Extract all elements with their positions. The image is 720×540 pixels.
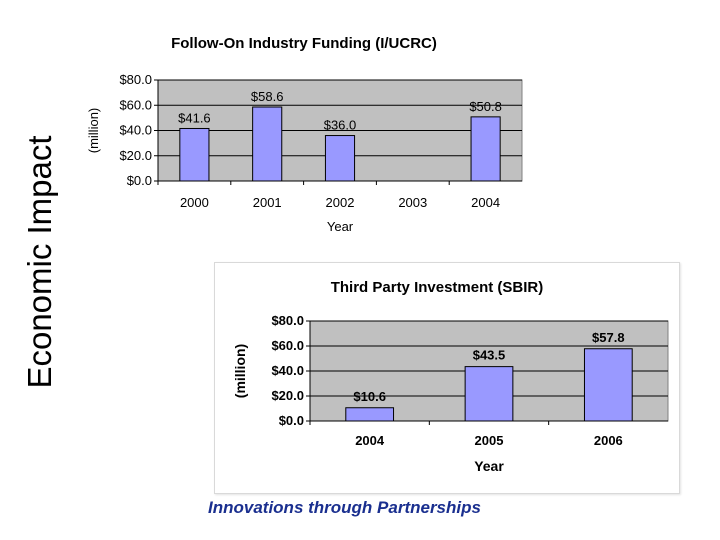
data-label: $50.8 <box>469 99 502 114</box>
x-tick-label: 2000 <box>180 195 209 210</box>
chart-title: Third Party Investment (SBIR) <box>331 279 544 296</box>
data-label: $41.6 <box>178 110 211 125</box>
slide-title: Economic Impact <box>21 135 58 389</box>
bar <box>252 106 283 182</box>
data-label: $57.8 <box>592 330 625 345</box>
x-tick-label: 2002 <box>326 195 355 210</box>
y-tick-label: $40.0 <box>271 363 304 378</box>
x-tick-label: 2006 <box>594 433 623 448</box>
x-tick-label: 2001 <box>253 195 282 210</box>
slide-title-region: Economic Impact <box>0 0 80 440</box>
bar <box>470 116 501 182</box>
follow-on-funding-chart-svg: Follow-On Industry Funding (I/UCRC) $0.0 $… <box>86 35 523 234</box>
y-axis-title: (million) <box>232 344 248 398</box>
chart-title: Follow-On Industry Funding (I/UCRC) <box>171 35 437 52</box>
bar <box>345 407 395 422</box>
third-party-investment-chart-svg: Third Party Investment (SBIR) $0.0 $20.0 $4… <box>232 279 669 474</box>
data-label: $36.0 <box>324 118 357 133</box>
y-tick-label: $0.0 <box>279 413 304 428</box>
y-tick-label: $20.0 <box>271 388 304 403</box>
y-axis-title: (million) <box>86 108 101 154</box>
y-tick-label: $40.0 <box>119 123 152 138</box>
y-tick-label: $20.0 <box>119 148 152 163</box>
x-tick-label: 2004 <box>355 433 385 448</box>
y-tick-label: $0.0 <box>127 173 152 188</box>
bar <box>583 348 633 422</box>
bar <box>179 127 210 182</box>
x-tick-label: 2005 <box>475 433 504 448</box>
bar <box>464 366 514 422</box>
x-tick-label: 2004 <box>471 195 500 210</box>
follow-on-funding-chart: Follow-On Industry Funding (I/UCRC) $0.0 $… <box>78 24 548 240</box>
x-tick-label: 2003 <box>398 195 427 210</box>
x-axis-title: Year <box>474 458 504 474</box>
bar <box>324 135 356 182</box>
data-label: $43.5 <box>473 348 506 363</box>
third-party-investment-chart: Third Party Investment (SBIR) $0.0 $20.0 $4… <box>214 262 680 494</box>
data-label: $58.6 <box>251 89 284 104</box>
y-tick-label: $60.0 <box>119 97 152 112</box>
y-tick-label: $80.0 <box>119 72 152 87</box>
x-axis-title: Year <box>327 219 354 234</box>
data-label: $10.6 <box>353 389 386 404</box>
y-tick-label: $80.0 <box>271 313 304 328</box>
footer-tagline: Innovations through Partnerships <box>208 498 481 517</box>
y-tick-label: $60.0 <box>271 338 304 353</box>
